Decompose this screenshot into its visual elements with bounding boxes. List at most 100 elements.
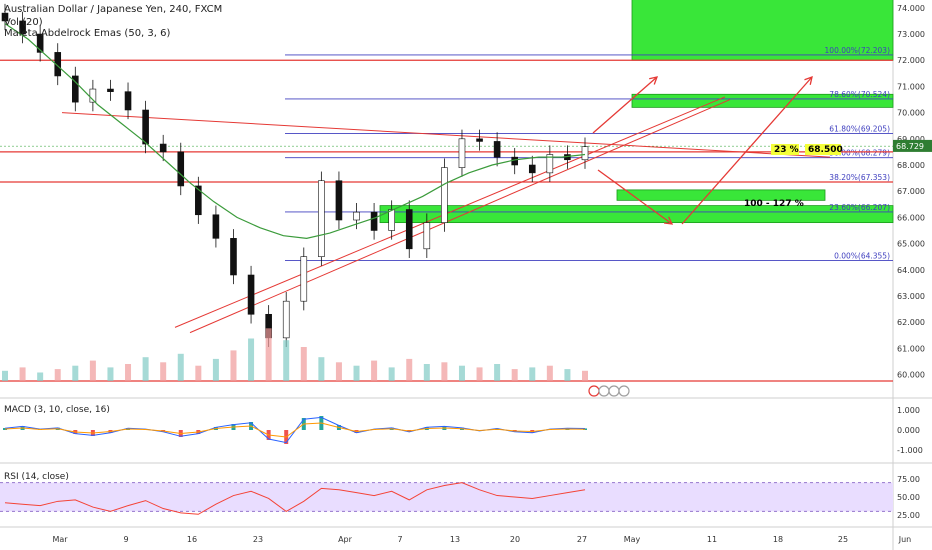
candle-body bbox=[282, 300, 290, 339]
price-axis-label: 62.000 bbox=[897, 318, 925, 327]
volume-bar bbox=[388, 367, 395, 381]
candle-body bbox=[546, 154, 554, 174]
fib-label: 23.60%(66.207) bbox=[829, 203, 890, 212]
fib-label: 0.00%(64.355) bbox=[834, 251, 890, 260]
time-axis-label: 27 bbox=[577, 535, 587, 544]
target-zone-upper bbox=[631, 0, 894, 61]
rsi-legend[interactable]: RSI (14, close) bbox=[4, 472, 69, 482]
volume-bar bbox=[37, 372, 44, 381]
candle-body bbox=[36, 33, 44, 53]
candle-body bbox=[54, 52, 62, 77]
volume-bar bbox=[265, 328, 272, 381]
time-axis-label: 16 bbox=[187, 535, 197, 544]
time-axis-label: Apr bbox=[338, 535, 353, 544]
macd-axis-label: 0.000 bbox=[897, 426, 920, 435]
support-zone bbox=[379, 205, 894, 224]
candle-body bbox=[528, 164, 536, 174]
volume-bar bbox=[125, 364, 132, 381]
candle-body bbox=[142, 109, 149, 145]
volume-bar bbox=[371, 360, 378, 381]
pct-label-bg bbox=[771, 144, 799, 155]
last-price-label: 68.729 bbox=[896, 142, 924, 151]
fib-label: 78.60%(70.524) bbox=[829, 90, 890, 99]
candle-body bbox=[72, 75, 79, 103]
volume-bar bbox=[529, 367, 536, 381]
time-axis-label: Jun bbox=[898, 535, 912, 544]
ema-legend[interactable]: Maleta Abdelrock Emas (50, 3, 6) bbox=[4, 28, 171, 39]
candle-body bbox=[159, 143, 167, 153]
arrow-up-target bbox=[592, 76, 658, 134]
volume-bar bbox=[441, 362, 448, 381]
macd-legend[interactable]: MACD (3, 10, close, 16) bbox=[4, 405, 110, 415]
price-axis-label: 63.000 bbox=[897, 292, 925, 301]
time-axis-label: 25 bbox=[838, 535, 848, 544]
rsi-band bbox=[0, 482, 893, 512]
arrow-up-target-head bbox=[649, 76, 659, 85]
volume-bar bbox=[160, 362, 167, 381]
trendline-upper bbox=[61, 112, 831, 158]
earnings-icon bbox=[608, 385, 620, 397]
time-axis-label: 18 bbox=[773, 535, 783, 544]
price-axis-label: 65.000 bbox=[897, 240, 925, 249]
volume-bar bbox=[72, 365, 79, 381]
arrow-down-zone-head bbox=[663, 216, 674, 225]
rsi-line bbox=[4, 482, 586, 515]
fib-label: 38.20%(67.353) bbox=[829, 173, 890, 182]
volume-bar bbox=[300, 347, 307, 381]
last-price-bg bbox=[893, 139, 932, 152]
candle-body bbox=[511, 156, 518, 166]
candle-body bbox=[581, 146, 589, 161]
rsi-axis-label: 25.00 bbox=[897, 511, 920, 520]
price-axis-label: 74.000 bbox=[897, 4, 925, 13]
volume-bar bbox=[511, 369, 518, 381]
arrow-up-from-zone-head bbox=[804, 75, 813, 85]
candle-body bbox=[388, 209, 395, 231]
volume-bar bbox=[89, 360, 96, 381]
trendline-channel-a bbox=[174, 96, 726, 328]
time-axis-label: Mar bbox=[52, 535, 68, 544]
target-icon bbox=[588, 385, 600, 397]
time-axis-label: 11 bbox=[707, 535, 717, 544]
candle-body bbox=[230, 238, 237, 276]
candle-body bbox=[89, 88, 97, 103]
candle-body bbox=[107, 88, 114, 92]
volume-bar bbox=[283, 340, 290, 381]
volume-bar bbox=[423, 364, 430, 381]
candle-body bbox=[177, 151, 185, 187]
price-axis-label: 71.000 bbox=[897, 82, 925, 91]
time-axis-label: 7 bbox=[397, 535, 402, 544]
candle-body bbox=[247, 274, 255, 315]
fib-label: 61.80%(69.205) bbox=[829, 124, 890, 133]
volume-bar bbox=[19, 367, 26, 381]
volume-bar bbox=[318, 357, 325, 381]
volume-bar bbox=[335, 362, 342, 381]
macd-axis-label: 1.000 bbox=[897, 406, 920, 415]
price-axis-label: 73.000 bbox=[897, 30, 925, 39]
signal-line bbox=[4, 422, 586, 438]
volume-bar bbox=[212, 358, 219, 381]
time-axis-label: 9 bbox=[123, 535, 128, 544]
candle-body bbox=[335, 180, 343, 221]
price-axis-label: 66.000 bbox=[897, 213, 925, 222]
volume-bar bbox=[582, 370, 588, 381]
time-axis-label: 20 bbox=[510, 535, 520, 544]
volume-bar bbox=[107, 367, 114, 381]
dividend-icon bbox=[598, 385, 610, 397]
price-axis-label: 68.000 bbox=[897, 161, 925, 170]
rsi-axis-label: 75.00 bbox=[897, 475, 920, 484]
price-axis-label: 67.000 bbox=[897, 187, 925, 196]
volume-bar bbox=[195, 365, 202, 381]
price-label: 68.500 bbox=[808, 145, 843, 155]
volume-legend[interactable]: Vol (20) bbox=[4, 17, 43, 28]
symbol-title[interactable]: Australian Dollar / Japanese Yen, 240, F… bbox=[4, 4, 223, 15]
price-axis-label: 60.000 bbox=[897, 371, 925, 380]
volume-bar bbox=[476, 367, 483, 381]
candle-body bbox=[1, 12, 9, 22]
extension-zone bbox=[616, 189, 826, 201]
pct-label: 23 % bbox=[774, 145, 799, 155]
trendline-channel-b bbox=[189, 99, 731, 334]
candle-body bbox=[476, 138, 483, 142]
volume-bar bbox=[353, 365, 360, 381]
fib-label: 50.00%(68.279) bbox=[829, 149, 890, 158]
